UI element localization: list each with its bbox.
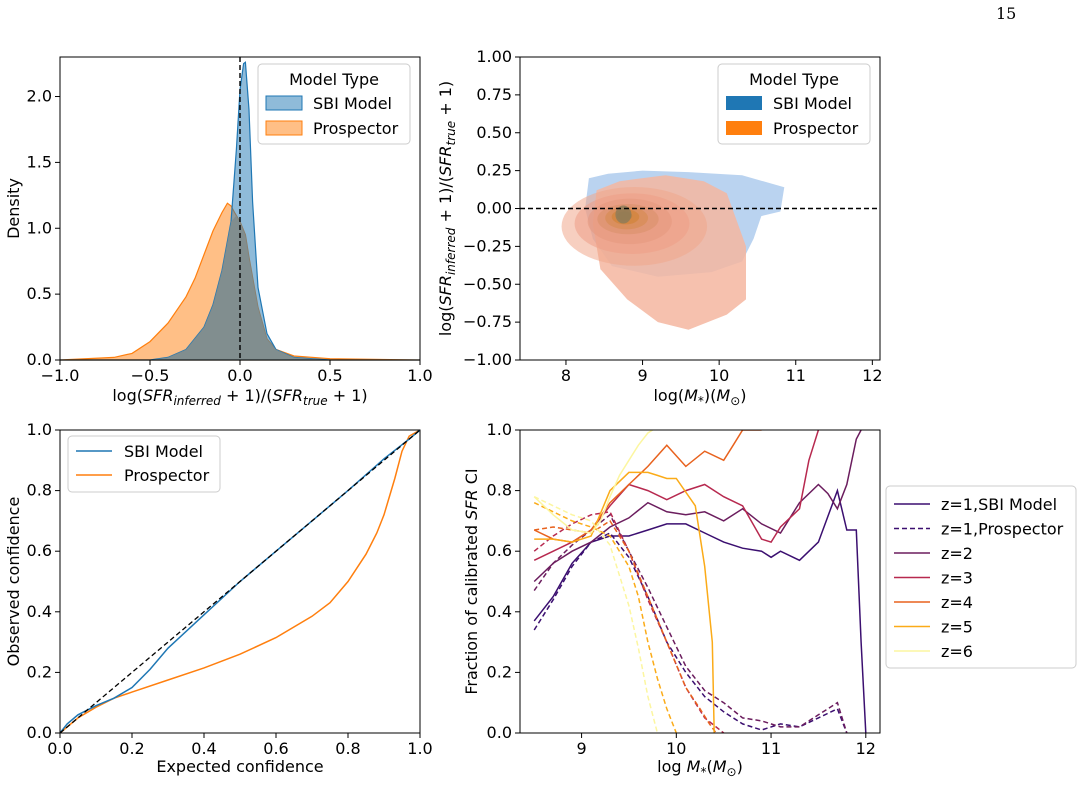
mass-xtick-label: 12 xyxy=(862,366,882,385)
calib-legend xyxy=(67,435,221,493)
fraction-series-line xyxy=(533,430,762,543)
fraction-series-line xyxy=(534,519,717,733)
overlap-density-area xyxy=(60,215,420,360)
frac-ytick-label: 0.0 xyxy=(487,723,512,742)
mass-legend-sbi: SBI Model xyxy=(773,94,852,113)
density-legend-title: Model Type xyxy=(289,70,379,89)
fraction-series-line xyxy=(533,496,659,733)
sfr-ratio-axis-label: log(SFRinferred + 1)/(SFRtrue + 1) xyxy=(112,386,367,408)
density-ytick-label: 2.0 xyxy=(27,87,52,106)
calib-ytick-label: 0.4 xyxy=(27,602,52,621)
calib-xtick-label: 0.6 xyxy=(263,739,288,758)
frac-ylabel: Fraction of calibrated SFR CI xyxy=(462,468,481,694)
frac-legend-entry: z=1,Prospector xyxy=(941,520,1064,539)
frac-frame xyxy=(519,429,881,734)
mass-ytick-label: 0.50 xyxy=(476,123,512,142)
density-peak xyxy=(615,205,632,224)
frac-xtick-label: 11 xyxy=(761,739,781,758)
calib-frame xyxy=(59,429,421,734)
frac-xtick-label: 12 xyxy=(856,739,876,758)
fraction-series-line xyxy=(533,532,848,733)
mass-residual-panel xyxy=(520,170,880,330)
fraction-series-line xyxy=(533,510,725,733)
calib-ytick-label: 0.0 xyxy=(27,723,52,742)
fraction-series-line xyxy=(533,513,848,733)
mass-ytick-label: −0.75 xyxy=(463,312,512,331)
frac-legend-entry: z=3 xyxy=(941,569,973,588)
mass-legend-prospector: Prospector xyxy=(773,119,859,138)
density-ytick-label: 0.5 xyxy=(27,284,52,303)
page-number: 15 xyxy=(996,4,1017,23)
density-ylabel: Density xyxy=(4,178,23,239)
calib-xtick-label: 0.4 xyxy=(191,739,216,758)
mass-xtick-label: 11 xyxy=(786,366,806,385)
mass-ytick-label: −0.50 xyxy=(463,274,512,293)
mass-ytick-label: 1.00 xyxy=(476,47,512,66)
frac-ytick-label: 1.0 xyxy=(487,420,512,439)
frac-ytick-label: 0.4 xyxy=(487,602,512,621)
mass-ytick-label: 0.00 xyxy=(476,199,512,218)
sfr-ratio-axis-label: log(SFRinferred + 1)/(SFRtrue + 1) xyxy=(436,81,458,336)
density-ytick-label: 1.5 xyxy=(27,152,52,171)
calib-xlabel: Expected confidence xyxy=(156,757,323,776)
fraction-series-line xyxy=(533,488,867,733)
mass-xtick-label: 10 xyxy=(709,366,729,385)
identity-line xyxy=(59,429,421,734)
frac-legend-entry: z=5 xyxy=(941,618,973,637)
mass-ytick-label: −1.00 xyxy=(463,350,512,369)
frac-xlabel: log M*(M⊙) xyxy=(657,757,743,779)
calib-legend-sbi: SBI Model xyxy=(124,442,203,461)
density-xtick-label: 0.5 xyxy=(317,366,342,385)
fraction-series-line xyxy=(534,471,715,733)
mass-xtick-label: 9 xyxy=(637,366,647,385)
density-xtick-label: 0.0 xyxy=(227,366,252,385)
density-ytick-label: 0.0 xyxy=(27,350,52,369)
fraction-series-line xyxy=(533,430,654,534)
calib-ylabel: Observed confidence xyxy=(4,497,23,667)
calib-legend-prospector: Prospector xyxy=(124,466,210,485)
legend-swatch-prospector xyxy=(265,120,303,136)
mass-ytick-label: 0.25 xyxy=(476,161,512,180)
mass-xtick-label: 8 xyxy=(561,366,571,385)
density-xtick-label: 1.0 xyxy=(407,366,432,385)
fraction-panel xyxy=(533,430,867,733)
density-xtick-label: −1.0 xyxy=(41,366,80,385)
density-ytick-label: 1.0 xyxy=(27,218,52,237)
mass-xlabel: log(M*)(M⊙) xyxy=(653,386,746,408)
legend-swatch-sbi-solid xyxy=(726,96,762,110)
frac-ytick-label: 0.2 xyxy=(487,662,512,681)
frac-xtick-label: 9 xyxy=(576,739,586,758)
frac-legend-entry: z=2 xyxy=(941,544,973,563)
frac-ytick-label: 0.8 xyxy=(487,481,512,500)
legend-swatch-sbi xyxy=(265,95,303,111)
density-legend-prospector: Prospector xyxy=(313,119,399,138)
frac-legend-entry: z=1,SBI Model xyxy=(941,495,1057,514)
calib-ytick-label: 1.0 xyxy=(27,420,52,439)
calib-ytick-label: 0.6 xyxy=(27,541,52,560)
calib-xtick-label: 0.2 xyxy=(119,739,144,758)
frac-legend xyxy=(885,485,1077,669)
frac-xtick-label: 10 xyxy=(666,739,686,758)
legend-swatch-prospector-solid xyxy=(726,121,762,135)
mass-ytick-label: 0.75 xyxy=(476,85,512,104)
calib-xtick-label: 0.8 xyxy=(335,739,360,758)
frac-legend-entry: z=4 xyxy=(941,593,973,612)
calib-ytick-label: 0.2 xyxy=(27,662,52,681)
fraction-series-line xyxy=(533,502,677,733)
frac-legend-entry: z=6 xyxy=(941,642,973,661)
calib-xtick-label: 1.0 xyxy=(407,739,432,758)
density-xtick-label: −0.5 xyxy=(131,366,170,385)
density-legend-sbi: SBI Model xyxy=(313,94,392,113)
prospector-calibration-line xyxy=(59,429,421,734)
mass-ytick-label: −0.25 xyxy=(463,236,512,255)
fraction-series-line xyxy=(533,430,862,583)
density-panel xyxy=(59,57,421,361)
calibration-panel xyxy=(59,429,421,734)
frac-ytick-label: 0.6 xyxy=(487,541,512,560)
mass-legend-title: Model Type xyxy=(749,70,839,89)
calib-ytick-label: 0.8 xyxy=(27,481,52,500)
calib-xtick-label: 0.0 xyxy=(47,739,72,758)
